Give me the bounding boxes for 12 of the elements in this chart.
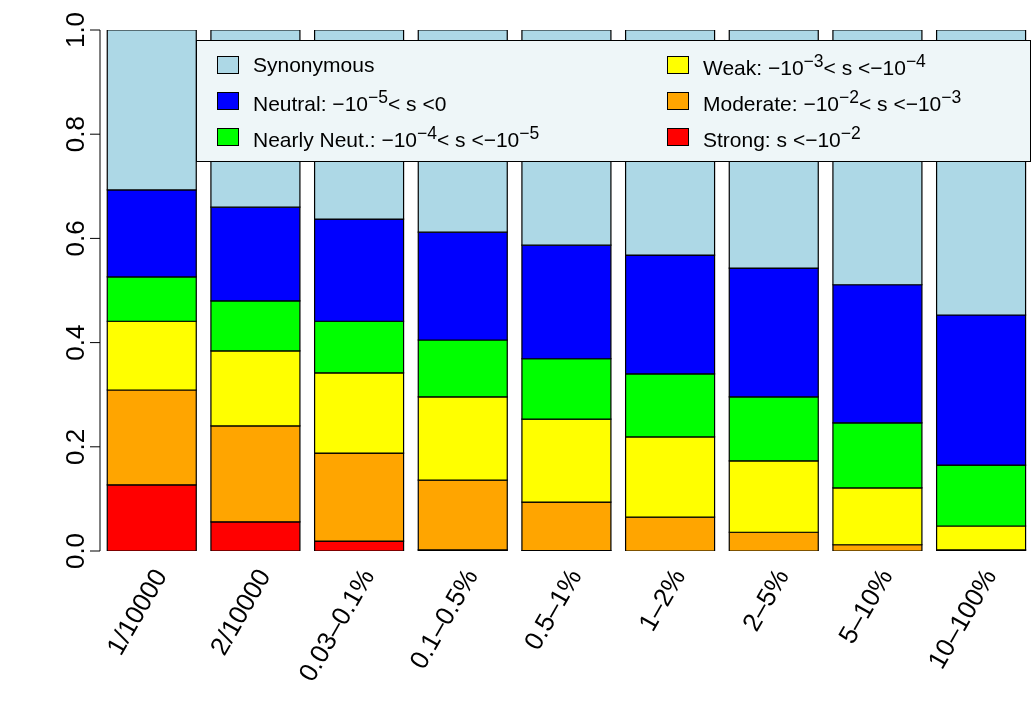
legend-label: Neutral: −10$^{−5}$< s <0 xyxy=(253,86,447,116)
y-tick-label: 1.0 xyxy=(60,11,90,49)
legend-label: Strong: s <−10$^{−2}$ xyxy=(703,122,861,152)
legend-label: Nearly Neut.: −10$^{−4}$< s <−10$^{−5}$ xyxy=(253,122,540,152)
y-tick-label: 0.8 xyxy=(60,116,90,153)
y-tick-label: 0.4 xyxy=(60,324,90,361)
legend-label: Moderate: −10$^{−2}$< s <−10$^{−3}$ xyxy=(703,86,962,116)
y-tick-label: 0.6 xyxy=(60,220,90,257)
legend-label: Weak: −10$^{−3}$< s <−10$^{−4}$ xyxy=(703,50,926,80)
y-tick-label: 0.2 xyxy=(60,428,90,465)
y-tick-label: 0.0 xyxy=(60,532,90,570)
legend-label: Synonymous xyxy=(253,53,375,77)
